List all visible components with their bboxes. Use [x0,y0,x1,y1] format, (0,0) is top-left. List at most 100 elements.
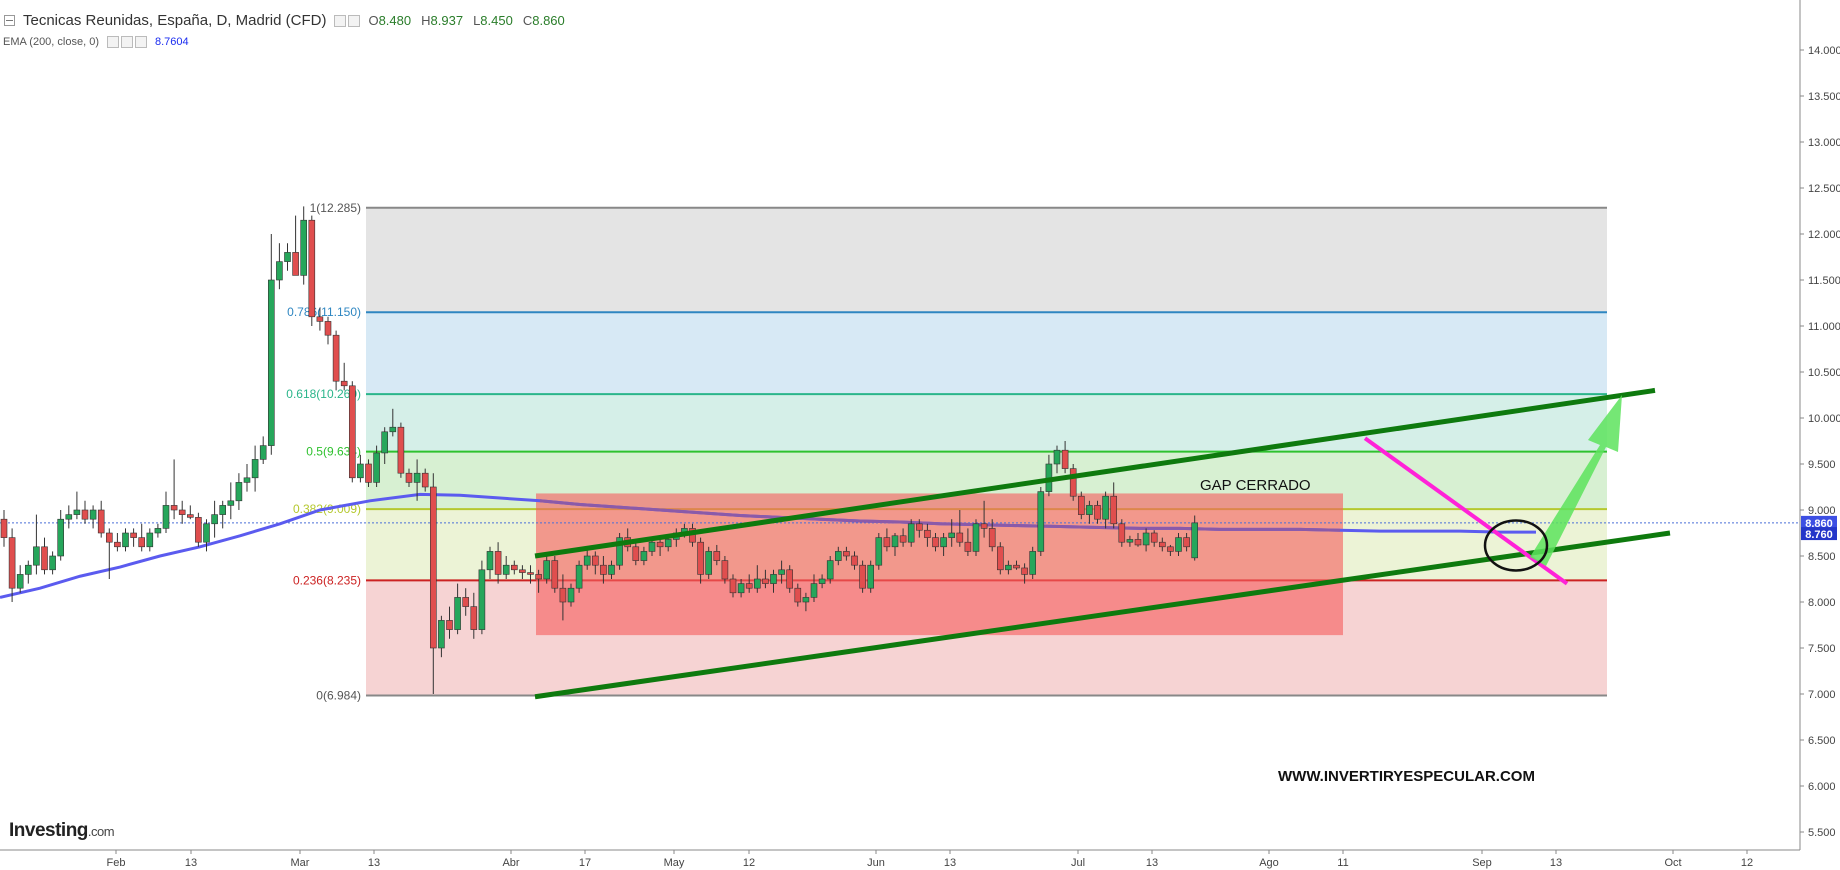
candle-up [834,551,842,561]
candle-up [276,261,283,281]
candle-up [875,537,883,566]
candle-down [535,574,542,580]
eye-icon[interactable] [334,14,347,27]
candle-down [729,578,737,594]
ema-label[interactable]: EMA (200, close, 0) [3,36,99,48]
candle-up [16,574,24,589]
watermark-text: WWW.INVERTIRYESPECULAR.COM [1278,768,1535,785]
candle-up [486,551,494,571]
ema-value: 8.7604 [155,36,189,48]
candle-up [1037,491,1045,552]
candle-down [446,620,453,630]
candle-down [1167,546,1174,552]
x-tick-label: 13 [185,857,197,869]
y-tick-label: 11.500 [1808,275,1840,287]
channel-upper-line [534,387,1656,559]
ohlc-values: O8.480 H8.937 L8.450 C8.860 [368,13,565,28]
candle-down [324,321,332,336]
candle-up [219,505,226,515]
y-tick-label: 5.500 [1808,827,1836,839]
candle-up [381,431,389,454]
legend-controls[interactable] [334,14,361,27]
breakout-arrow [1530,395,1622,566]
candle-up [413,472,421,483]
candle-up [567,587,575,603]
eye-icon[interactable] [107,36,119,48]
candle-up [664,539,672,548]
ema-controls[interactable] [107,36,147,48]
candle-down [843,551,850,557]
x-tick-label: Ago [1259,857,1279,869]
candle-up [640,551,648,561]
candle-up [211,514,218,525]
candle-down [178,509,186,515]
fib-level-label: 1(12.285) [310,201,361,215]
candle-up [737,583,745,594]
candle-down [1183,537,1190,548]
candle-up [810,583,818,598]
x-tick-label: Jun [867,857,885,869]
y-tick-label: 8.500 [1808,551,1836,563]
candle-down [1069,468,1077,497]
y-tick-label: 7.000 [1808,689,1836,701]
candle-down [762,578,769,584]
fib-level-label: 0.618(10.260) [286,387,361,401]
candle-down [519,569,526,573]
candle-up [907,523,915,543]
fib-level-label: 0.236(8.235) [293,573,361,587]
candle-up [1175,537,1182,552]
candle-up [972,523,980,552]
gap-zone-rect [536,493,1343,636]
candle-down [106,532,113,543]
candle-down [559,587,567,603]
candle-down [745,583,753,589]
candle-down [510,564,518,571]
candle-down [924,529,931,538]
candle-up [49,555,56,571]
candle-down [308,219,316,318]
y-tick-label: 14.000 [1808,45,1840,57]
candle-down [41,546,48,571]
candle-down [697,541,704,575]
candle-up [1029,551,1036,575]
candle-down [883,537,891,548]
settings-icon[interactable] [348,14,361,27]
candle-up [146,532,154,548]
x-tick-label: Abr [502,857,519,869]
candle-down [1061,449,1069,469]
candle-down [170,505,178,511]
candle-down [81,509,89,520]
y-tick-label: 8.000 [1808,597,1836,609]
candle-up [203,523,210,543]
candle-down [1013,564,1020,569]
candle-down [114,541,121,548]
candle-up [454,597,461,630]
candle-down [600,564,607,575]
trend-drawings: GAP CERRADO WWW.INVERTIRYESPECULAR.COM [534,387,1671,785]
ema-200-over-gap [539,499,1341,532]
candle-up [162,505,170,529]
y-tick-label: 10.000 [1808,413,1840,425]
x-tick-label: 12 [743,857,755,869]
y-tick-label: 9.000 [1808,505,1836,517]
candle-down [340,380,348,387]
candle-down [1150,532,1158,543]
collapse-icon[interactable] [4,15,15,26]
candle-down [97,509,105,534]
x-tick-label: 13 [368,857,380,869]
candle-up [89,509,97,520]
settings-icon[interactable] [121,36,133,48]
close-icon[interactable] [135,36,147,48]
y-tick-label: 12.500 [1808,183,1840,195]
x-tick-label: 13 [1146,857,1158,869]
candle-up [778,569,785,575]
candle-down [899,535,907,543]
candle-down [494,551,502,575]
candlestick-series [0,206,1198,694]
candle-down [786,569,794,589]
candle-down [859,564,866,589]
instrument-title[interactable]: Tecnicas Reunidas, España, D, Madrid (CF… [23,12,327,29]
chart-header: Tecnicas Reunidas, España, D, Madrid (CF… [4,12,565,29]
